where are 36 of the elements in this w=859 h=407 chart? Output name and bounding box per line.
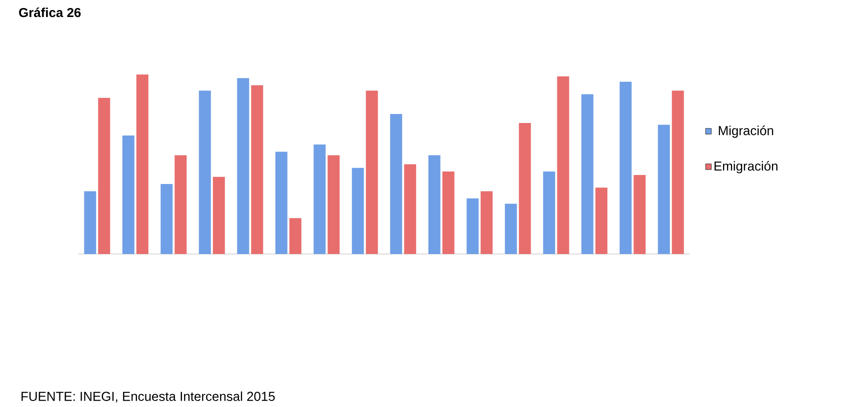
source-note: FUENTE: INEGI, Encuesta Intercensal 2015 bbox=[22, 391, 275, 402]
chart-title: Gráfica 26 bbox=[19, 8, 81, 18]
bar bbox=[672, 90, 684, 254]
bar bbox=[595, 188, 608, 254]
bar bbox=[198, 90, 211, 254]
bar bbox=[581, 94, 594, 254]
bar bbox=[442, 171, 454, 254]
bar bbox=[366, 90, 378, 254]
bar bbox=[98, 98, 110, 254]
bar bbox=[136, 74, 148, 254]
bar bbox=[557, 76, 570, 254]
bar bbox=[620, 82, 632, 254]
bar bbox=[314, 144, 326, 254]
bar bbox=[518, 122, 531, 254]
bar bbox=[428, 155, 440, 254]
bar bbox=[122, 136, 134, 254]
bar bbox=[251, 85, 264, 254]
bar bbox=[174, 155, 187, 254]
bar bbox=[504, 204, 517, 254]
bar bbox=[390, 114, 402, 254]
bar bbox=[466, 198, 479, 254]
bar bbox=[352, 168, 364, 254]
legend-label: Migración bbox=[718, 126, 774, 138]
bar bbox=[543, 171, 556, 254]
bar bbox=[328, 155, 340, 254]
bar bbox=[289, 218, 302, 254]
bar bbox=[480, 191, 493, 254]
bar bbox=[237, 78, 250, 254]
bar bbox=[160, 184, 173, 254]
bar bbox=[404, 164, 416, 254]
bar bbox=[658, 124, 670, 254]
bar bbox=[84, 191, 96, 254]
bar bbox=[634, 175, 646, 254]
legend-label: Emigración bbox=[714, 161, 778, 174]
bar bbox=[212, 176, 225, 254]
bar bbox=[275, 152, 288, 254]
